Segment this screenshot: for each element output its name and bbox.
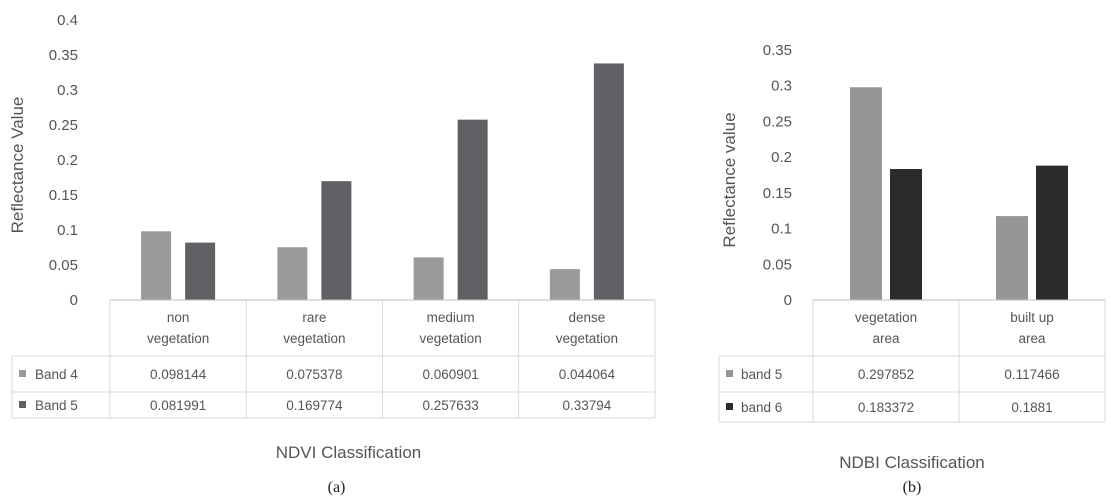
- data-table-value: 0.1881: [1011, 400, 1052, 415]
- y-tick-label: 0: [70, 292, 78, 309]
- x-category-label: vegetation: [556, 331, 618, 346]
- legend-swatch: [726, 370, 733, 377]
- legend-swatch: [726, 403, 733, 410]
- x-category-label: vegetation: [283, 331, 345, 346]
- x-category-label: vegetation: [855, 310, 917, 325]
- y-tick-label: 0.3: [57, 82, 78, 99]
- y-tick-label: 0.35: [49, 47, 78, 64]
- data-table-value: 0.297852: [858, 367, 914, 382]
- y-tick-label: 0.15: [763, 185, 792, 202]
- panel-label: (b): [903, 479, 922, 496]
- bar-band-5: [593, 63, 624, 300]
- data-table-value: 0.081991: [150, 398, 206, 413]
- data-table-value: 0.098144: [150, 367, 207, 382]
- x-category-label: dense: [568, 310, 605, 325]
- x-category-label: non: [167, 310, 190, 325]
- data-table-value: 0.33794: [562, 398, 611, 413]
- bar-band-4: [277, 247, 308, 300]
- legend-label: Band 4: [35, 367, 78, 382]
- legend-swatch: [19, 401, 26, 408]
- bar-band-5: [185, 242, 216, 300]
- y-axis-label: Reflectance value: [720, 112, 739, 247]
- bar-band-4: [141, 231, 172, 300]
- bar-band-4: [413, 257, 444, 300]
- y-tick-label: 0.3: [771, 78, 792, 95]
- data-table-value: 0.183372: [858, 400, 914, 415]
- x-axis-label: NDVI Classification: [276, 443, 422, 462]
- bar-band-4: [549, 269, 580, 300]
- y-tick-label: 0.05: [763, 256, 792, 273]
- y-tick-label: 0.05: [49, 257, 78, 274]
- bar-band-6: [890, 169, 922, 300]
- y-axis-label: Reflectance Value: [8, 97, 27, 234]
- data-table-value: 0.044064: [559, 367, 616, 382]
- y-tick-label: 0.35: [763, 42, 792, 59]
- y-tick-label: 0.4: [57, 12, 78, 29]
- y-tick-label: 0.25: [49, 117, 78, 134]
- data-table-value: 0.169774: [286, 398, 343, 413]
- x-category-label: medium: [427, 310, 475, 325]
- legend-swatch: [19, 370, 26, 377]
- y-tick-label: 0: [784, 292, 792, 309]
- x-category-label: area: [872, 331, 900, 346]
- panel-label: (a): [328, 479, 346, 496]
- data-table-value: 0.257633: [422, 398, 478, 413]
- bar-band-6: [1036, 165, 1068, 300]
- bar-band-5: [996, 216, 1028, 300]
- y-tick-label: 0.2: [57, 152, 78, 169]
- y-tick-label: 0.2: [771, 149, 792, 166]
- bar-band-5: [457, 119, 488, 301]
- y-tick-label: 0.15: [49, 187, 78, 204]
- data-table-value: 0.060901: [422, 367, 478, 382]
- x-category-label: area: [1018, 331, 1046, 346]
- y-tick-label: 0.1: [57, 222, 78, 239]
- legend-label: band 6: [741, 400, 782, 415]
- x-category-label: rare: [302, 310, 326, 325]
- x-category-label: vegetation: [419, 331, 481, 346]
- y-tick-label: 0.1: [771, 221, 792, 238]
- y-tick-label: 0.25: [763, 113, 792, 130]
- x-axis-label: NDBI Classification: [839, 453, 985, 472]
- legend-label: band 5: [741, 367, 782, 382]
- bar-band-5: [850, 87, 882, 301]
- data-table-value: 0.117466: [1004, 367, 1059, 382]
- legend-label: Band 5: [35, 398, 78, 413]
- data-table-value: 0.075378: [286, 367, 342, 382]
- bar-band-5: [321, 181, 352, 300]
- x-category-label: built up: [1010, 310, 1054, 325]
- x-category-label: vegetation: [147, 331, 209, 346]
